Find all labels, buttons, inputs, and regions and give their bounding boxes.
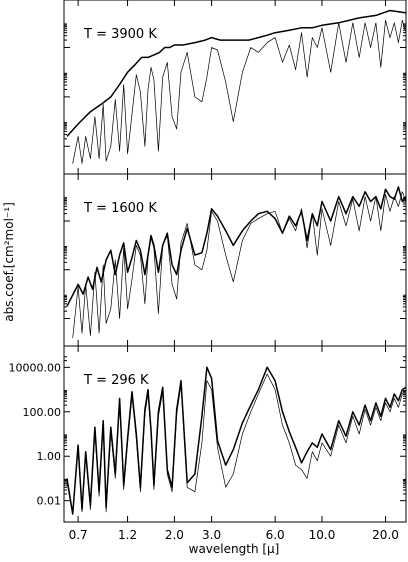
x-tick-label: 0.7 <box>69 528 88 542</box>
series-line-thick <box>66 366 407 515</box>
panel-annotation: T = 296 K <box>83 373 149 388</box>
y-axis-label: abs.coef.[cm²mol⁻¹] <box>2 202 16 322</box>
y-tick-label: 10000.00 <box>9 361 62 374</box>
y-tick-label: 0.01 <box>37 495 62 508</box>
series-line-thick <box>66 9 407 137</box>
panel-1: T = 3900 K <box>63 0 407 175</box>
x-tick-label: 6.0 <box>266 528 285 542</box>
x-tick-label: 1.2 <box>118 528 137 542</box>
series-line-thin <box>72 191 407 339</box>
x-tick-label: 3.0 <box>202 528 221 542</box>
series-line-thin <box>66 373 407 515</box>
panel-annotation: T = 3900 K <box>83 27 157 42</box>
x-tick-label: 10.0 <box>309 528 336 542</box>
chart-panels: T = 3900 K T = 1600 K 0.01 1.00 100.00 10000.… <box>9 0 407 523</box>
x-tick-label: 2.0 <box>165 528 184 542</box>
series-line-thick <box>66 186 407 307</box>
x-axis: 0.7 1.2 2.0 3.0 6.0 10.0 20.0 <box>69 528 399 542</box>
y-tick-label: 100.00 <box>23 406 62 419</box>
series-line-thin <box>72 19 407 164</box>
y-tick-label: 1.00 <box>37 450 62 463</box>
x-axis-label: wavelength [μ] <box>189 542 280 556</box>
panel-annotation: T = 1600 K <box>83 201 157 216</box>
x-tick-label: 20.0 <box>372 528 399 542</box>
panel-frame <box>63 345 407 523</box>
panel-2: T = 1600 K <box>63 173 407 347</box>
panel-3: 0.01 1.00 100.00 10000.00 T = 296 K <box>9 345 407 523</box>
